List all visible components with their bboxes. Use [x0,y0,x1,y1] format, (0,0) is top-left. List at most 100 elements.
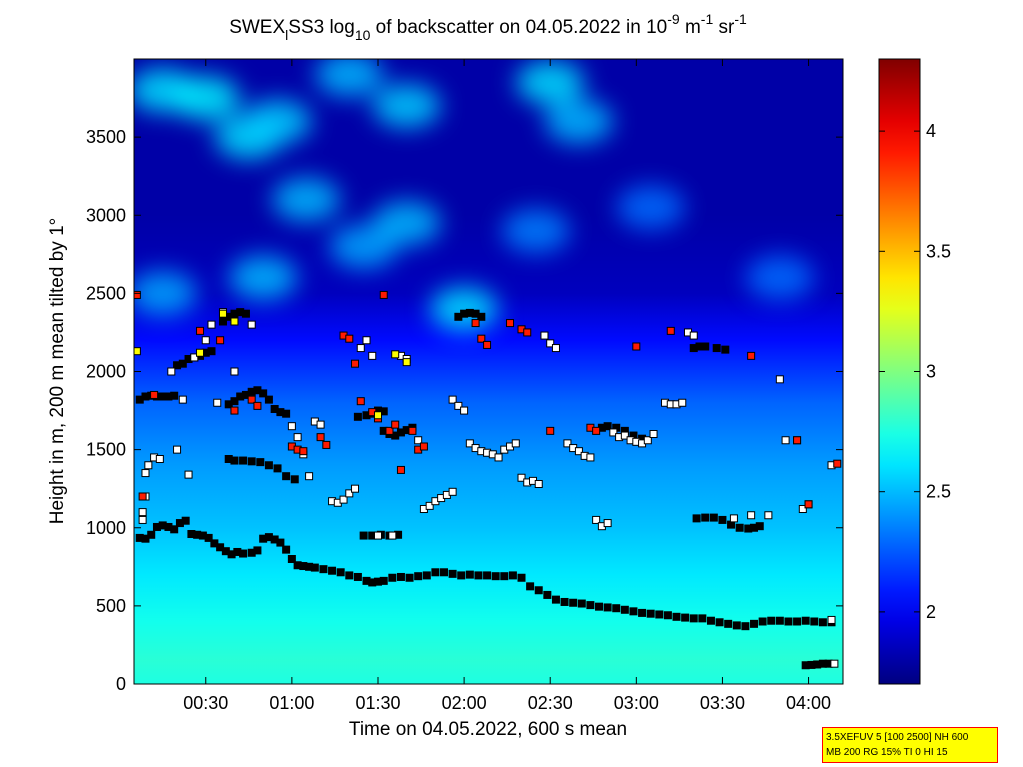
cloud-base-marker-black [603,422,612,431]
cloud-base-marker-black [239,549,248,558]
cloud-base-marker-white [546,339,555,348]
cloud-base-marker-white [339,495,348,504]
cloud-base-marker-red [666,326,675,335]
cloud-base-marker-black [170,525,179,534]
cloud-base-marker-red [833,459,842,468]
x-tick-label: 00:30 [183,693,228,713]
cloud-base-marker-red [477,334,486,343]
cloud-base-marker-white [388,531,397,540]
y-tick-label: 1000 [86,518,126,538]
cloud-patch [372,83,441,128]
cloud-patch [315,59,384,97]
heatmap-background [134,59,843,684]
cloud-base-marker-white [465,439,474,448]
cloud-base-marker-red [316,433,325,442]
cloud-base-marker-black [692,514,701,523]
cloud-base-marker-white [764,511,773,520]
cloud-base-marker-black [718,515,727,524]
colorbar-tick-label: 4 [926,121,936,141]
cloud-base-marker-black [336,568,345,577]
cloud-base-marker-black [264,461,273,470]
heatmap-area [134,59,843,684]
cloud-base-marker-red [216,336,225,345]
cloud-base-marker-white [592,515,601,524]
cloud-base-marker-white [141,469,150,478]
cloud-base-marker-white [305,472,314,481]
cloud-base-marker-black [239,456,248,465]
cloud-base-marker-black [230,397,239,406]
x-tick-label: 04:00 [786,693,831,713]
cloud-patch [372,201,441,246]
cloud-base-marker-red [385,426,394,435]
cloud-base-marker-black [448,569,457,578]
cloud-base-marker-white [511,439,520,448]
cloud-base-marker-yellow [373,411,382,420]
cloud-base-marker-black [287,555,296,563]
cloud-base-marker-black [353,412,362,421]
cloud-base-marker-black [721,345,730,354]
y-axis-label: Height in m, 200 m mean tilted by 1° [47,218,68,524]
cloud-base-marker-black [483,571,492,580]
y-tick-label: 1500 [86,440,126,460]
cloud-base-marker-white [586,453,595,462]
x-tick-label: 03:00 [614,693,659,713]
cloud-base-marker-yellow [402,358,411,367]
processing-info-box: 3.5XEFUV 5 [100 2500] NH 600 MB 200 RG 1… [822,727,998,763]
cloud-base-marker-white [448,487,457,496]
cloud-base-marker-black [629,607,638,616]
cloud-patch [272,177,341,222]
cloud-base-marker-white [201,336,210,345]
cloud-base-marker-black [474,571,483,580]
cloud-base-marker-white [830,659,839,668]
cloud-base-marker-red [299,447,308,456]
cloud-base-marker-black [276,538,285,547]
cloud-base-marker-black [218,317,227,326]
cloud-base-marker-black [500,572,509,581]
cloud-base-marker-black [543,590,552,599]
cloud-base-marker-red [804,500,813,509]
cloud-base-marker-black [264,395,273,404]
cloud-base-marker-black [663,611,672,620]
cloud-base-marker-black [290,475,299,484]
cloud-base-marker-black [715,618,724,627]
cloud-base-marker-black [273,464,282,473]
cloud-base-marker-white [425,501,434,510]
cloud-base-marker-white [316,420,325,429]
cloud-base-marker-white [534,480,543,488]
info-line-2: MB 200 RG 15% TI 0 HI 15 [826,747,948,758]
cloud-base-marker-red [379,290,388,299]
cloud-base-marker-red [351,359,360,368]
cloud-base-marker-red [253,401,262,410]
cloud-base-marker-black [646,609,655,618]
cloud-base-marker-black [491,572,500,581]
cloud-base-marker-black [396,572,405,581]
cloud-base-marker-black [732,621,741,630]
cloud-base-marker-white [517,473,526,482]
cloud-base-marker-black [638,608,647,617]
cloud-base-marker-black [253,546,262,555]
cloud-base-marker-black [204,533,213,542]
cloud-base-marker-white [603,519,612,528]
cloud-base-marker-black [712,344,721,353]
cloud-base-marker-red [150,390,159,399]
cloud-base-marker-white [230,367,239,376]
cloud-base-marker-black [230,456,239,465]
cloud-patch [516,60,585,105]
cloud-base-marker-black [775,616,784,625]
colorbar-tick-label: 2.5 [926,482,951,502]
cloud-base-marker-black [672,612,681,621]
cloud-base-marker-red [592,426,601,435]
y-tick-label: 2500 [86,283,126,303]
colorbar-tick-label: 2 [926,602,936,622]
cloud-base-marker-white [213,398,222,407]
cloud-base-marker-white [649,430,658,438]
cloud-base-marker-white [454,401,463,410]
cloud-base-marker-white [351,484,360,493]
x-tick-label: 01:30 [355,693,400,713]
cloud-base-marker-black [755,522,764,531]
cloud-base-marker-black [735,523,744,532]
cloud-base-marker-white [368,351,377,360]
cloud-base-marker-black [577,599,586,608]
y-tick-label: 3000 [86,205,126,225]
cloud-base-marker-black [465,570,474,579]
